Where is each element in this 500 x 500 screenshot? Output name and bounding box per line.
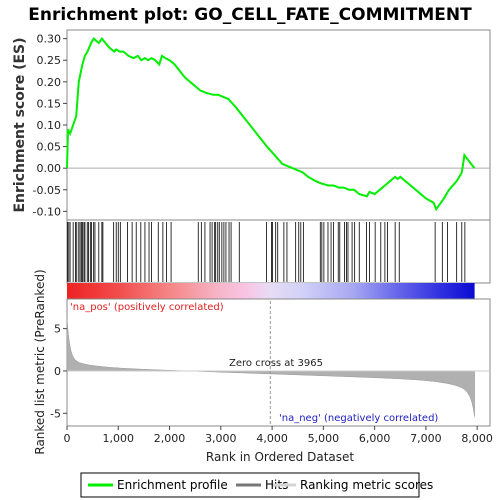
es-y-ticks: 0.30 0.25 0.20 0.15 0.10 0.05 0.00 -0.05 -0.10 [33,33,67,218]
es-tick-label: 0.00 [37,162,62,175]
legend-profile-label: Enrichment profile [117,478,228,492]
chart-title: Enrichment plot: GO_CELL_FATE_COMMITMENT [28,5,472,25]
es-tick-label: 0.25 [37,54,62,67]
es-tick-label: -0.05 [33,184,61,197]
es-tick-label: 0.05 [37,141,62,154]
enrichment-profile-line [66,36,476,212]
pos-label: 'na_pos' (positively correlated) [70,302,224,313]
es-panel [66,29,491,221]
es-tick-label: -0.10 [33,205,61,218]
metric-tick-label: 5 [54,323,61,336]
metric-panel [66,298,491,427]
x-tick-label: 4,000 [256,432,288,445]
neg-label: 'na_neg' (negatively correlated) [279,413,438,424]
x-tick-label: 6,000 [359,432,391,445]
x-tick-label: 0 [64,432,71,445]
x-axis-label: Rank in Ordered Dataset [206,450,354,464]
legend-metric-label: Ranking metric scores [300,478,433,492]
hits-group [67,222,466,282]
metric-tick-label: -5 [50,407,61,420]
es-tick-label: 0.15 [37,97,62,110]
metric-y-ticks: 5 0 -5 [50,323,67,420]
x-tick-label: 2,000 [154,432,186,445]
metric-tick-label: 0 [54,365,61,378]
x-tick-label: 1,000 [103,432,135,445]
es-tick-label: 0.10 [37,119,62,132]
x-tick-label: 3,000 [205,432,237,445]
es-tick-label: 0.20 [37,76,62,89]
es-tick-label: 0.30 [37,33,62,46]
zero-cross-label: Zero cross at 3965 [229,358,323,369]
rank-color-bar [67,283,475,299]
hits-panel [66,219,491,284]
x-tick-label: 5,000 [308,432,340,445]
x-tick-label: 8,000 [461,432,493,445]
x-tick-label: 7,000 [410,432,442,445]
metric-ylabel: Ranked list metric (PreRanked) [33,269,47,454]
ranking-metric-area [66,318,475,417]
es-ylabel: Enrichment score (ES) [12,37,28,212]
x-axis-ticks: 0 1,000 2,000 3,000 4,000 5,000 6,000 7,000 8,00… [64,426,493,445]
